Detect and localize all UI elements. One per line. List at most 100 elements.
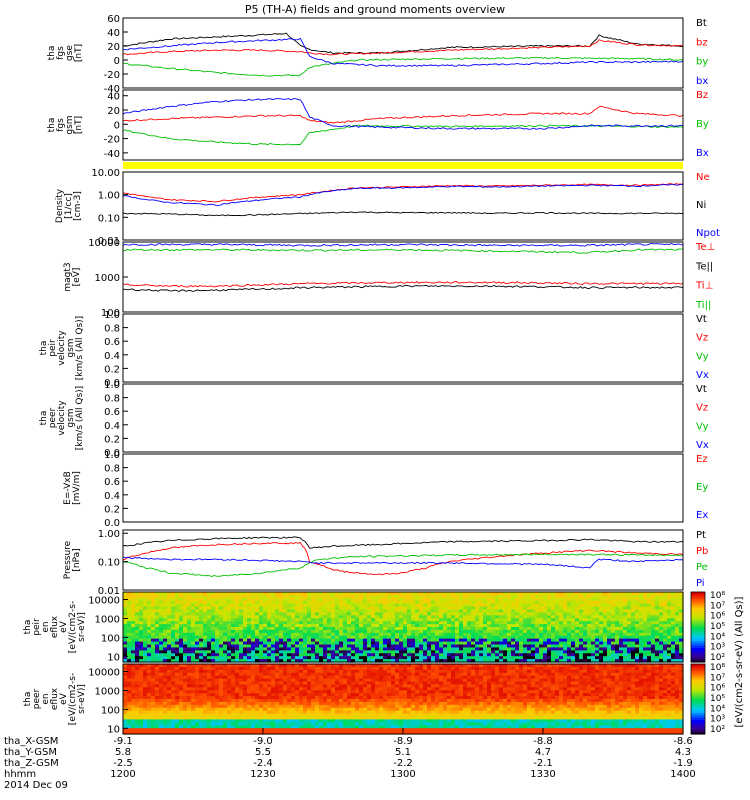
spectrogram-cell (183, 699, 188, 703)
spectrogram-cell (623, 635, 628, 640)
spectrogram-cell (247, 704, 252, 709)
spectrogram-cell (403, 644, 408, 649)
spectrogram-cell (319, 728, 324, 732)
spectrogram-cell (467, 597, 472, 602)
spectrogram-cell (123, 609, 128, 614)
spectrogram-cell (203, 621, 208, 625)
spectrogram-cell (247, 681, 252, 686)
spectrogram-cell (363, 606, 368, 611)
spectrogram-cell (307, 719, 312, 723)
spectrogram-cell (567, 627, 572, 631)
spectrogram-cell (275, 615, 280, 619)
spectrogram-cell (223, 699, 228, 703)
spectrogram-cell (195, 684, 200, 688)
spectrogram-cell (527, 609, 532, 614)
spectrogram-cell (223, 612, 228, 616)
spectrogram-cell (199, 627, 204, 631)
spectrogram-cell (167, 719, 172, 723)
spectrogram-cell (575, 597, 580, 602)
spectrogram-cell (147, 635, 152, 640)
spectrogram-cell (343, 609, 348, 614)
spectrogram-cell (307, 653, 312, 657)
spectrogram-cell (131, 716, 136, 721)
spectrogram-cell (311, 716, 316, 721)
spectrogram-cell (511, 653, 516, 657)
spectrogram-cell (551, 597, 556, 602)
spectrogram-cell (307, 696, 312, 700)
spectrogram-cell (599, 600, 604, 605)
spectrogram-cell (359, 641, 364, 646)
spectrogram-cell (411, 606, 416, 611)
spectrogram-cell (455, 629, 460, 634)
spectrogram-cell (363, 627, 368, 631)
spectrogram-cell (131, 592, 136, 596)
spectrogram-cell (151, 650, 156, 654)
spectrogram-cell (419, 638, 424, 643)
spectrogram-cell (247, 644, 252, 649)
spectrogram-cell (363, 641, 368, 646)
spectrogram-cell (179, 597, 184, 602)
spectrogram-cell (583, 638, 588, 643)
spectrogram-cell (263, 653, 268, 657)
spectrogram-cell (135, 597, 140, 602)
spectrogram-cell (203, 592, 208, 596)
spectrogram-cell (563, 606, 568, 611)
spectrogram-cell (547, 632, 552, 637)
legend-item: Te⊥ (695, 242, 715, 253)
spectrogram-cell (303, 696, 308, 700)
spectrogram-cell (167, 618, 172, 622)
spectrogram-cell (619, 597, 624, 602)
spectrogram-cell (143, 681, 148, 686)
spectrogram-cell (471, 632, 476, 637)
spectrogram-cell (143, 690, 148, 694)
spectrogram-cell (327, 592, 332, 596)
spectrogram-cell (255, 713, 260, 718)
spectrogram-cell (267, 618, 272, 622)
spectrogram-cell (143, 656, 148, 660)
spectrogram-cell (535, 659, 540, 663)
spectrogram-cell (551, 650, 556, 654)
spectrogram-cell (255, 653, 260, 657)
spectrogram-cell (151, 659, 156, 663)
spectrogram-cell (331, 687, 336, 691)
spectrogram-cell (331, 681, 336, 686)
spectrogram-cell (183, 713, 188, 718)
spectrogram-cell (671, 650, 676, 654)
spectrogram-cell (487, 629, 492, 634)
spectrogram-cell (163, 618, 168, 622)
spectrogram-cell (631, 647, 636, 651)
spectrogram-cell (191, 650, 196, 654)
spectrogram-cell (679, 629, 684, 634)
spectrogram-cell (423, 615, 428, 619)
spectrogram-cell (139, 597, 144, 602)
spectrogram-cell (191, 690, 196, 694)
spectrogram-cell (599, 592, 604, 596)
colorbar-cell (691, 657, 705, 661)
spectrogram-cell (575, 621, 580, 625)
spectrogram-cell (575, 606, 580, 611)
spectrogram-cell (527, 659, 532, 663)
spectrogram-cell (479, 609, 484, 614)
spectrogram-cell (411, 632, 416, 637)
spectrogram-cell (339, 624, 344, 628)
spectrogram-cell (351, 629, 356, 634)
spectrogram-cell (175, 722, 180, 726)
spectrogram-cell (183, 653, 188, 657)
spectrogram-cell (631, 638, 636, 643)
spectrogram-cell (351, 678, 356, 683)
spectrogram-cell (263, 719, 268, 723)
spectrogram-cell (223, 629, 228, 634)
spectrogram-cell (227, 647, 232, 651)
spectrogram-cell (511, 635, 516, 640)
spectrogram-cell (395, 629, 400, 634)
spectrogram-cell (463, 624, 468, 628)
spectrogram-cell (435, 656, 440, 660)
spectrogram-cell (411, 615, 416, 619)
spectrogram-cell (123, 710, 128, 715)
spectrogram-cell (539, 615, 544, 619)
spectrogram-cell (263, 684, 268, 688)
spectrogram-cell (359, 653, 364, 657)
spectrogram-cell (175, 632, 180, 637)
spectrogram-cell (459, 627, 464, 631)
